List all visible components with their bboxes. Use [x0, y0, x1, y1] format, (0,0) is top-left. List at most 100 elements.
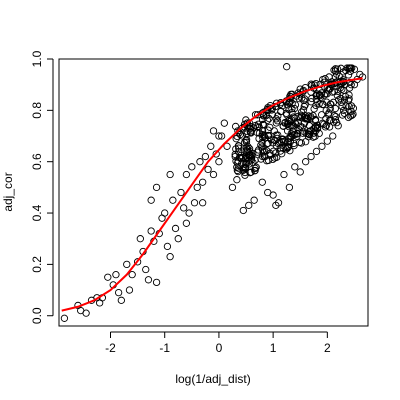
scatter-point — [288, 99, 296, 107]
y-tick-label: 0.2 — [30, 256, 44, 273]
scatter-point — [280, 170, 288, 179]
scatter-point — [144, 276, 153, 284]
scatter-point — [325, 123, 334, 131]
scatter-point — [274, 131, 282, 139]
x-tick-label: -2 — [105, 341, 116, 355]
x-axis: -2 -1 0 1 2 — [105, 331, 331, 355]
scatter-point — [293, 132, 301, 141]
scatter-point — [266, 123, 274, 132]
scatter-point — [238, 124, 246, 132]
scatter-point — [331, 116, 340, 124]
scatter-point — [335, 72, 343, 80]
scatter-point — [209, 127, 218, 135]
scatter-point — [234, 164, 242, 172]
scatter-point — [258, 138, 266, 147]
scatter-point — [252, 163, 260, 171]
scatter-point — [196, 158, 204, 166]
scatter-point — [312, 147, 321, 156]
scatter-point — [234, 167, 242, 176]
scatter-points — [60, 63, 367, 322]
scatter-point — [239, 206, 247, 215]
scatter-point — [274, 199, 283, 207]
scatter-point — [313, 124, 322, 133]
scatter-point — [341, 92, 350, 101]
scatter-point — [312, 101, 320, 110]
scatter-point — [310, 129, 318, 137]
scatter-point — [241, 160, 250, 168]
scatter-point — [166, 253, 174, 261]
scatter-point — [312, 91, 320, 99]
scatter-point — [323, 90, 331, 98]
scatter-point — [336, 84, 344, 92]
scatter-point — [296, 113, 304, 122]
scatter-point — [117, 296, 125, 304]
scatter-point — [152, 183, 161, 192]
scatter-point — [316, 92, 324, 100]
scatter-point — [171, 224, 180, 233]
scatter-point — [272, 115, 281, 123]
scatter-point — [182, 170, 191, 179]
scatter-point — [277, 107, 285, 116]
scatter-point — [340, 109, 349, 117]
y-axis: 0.0 0.2 0.4 0.6 0.8 1.0 — [30, 50, 54, 324]
scatter-point — [235, 144, 243, 152]
scatter-point — [269, 191, 277, 199]
scatter-point — [254, 146, 263, 154]
scatter-point — [128, 270, 136, 279]
scatter-point — [288, 108, 296, 117]
scatter-point — [177, 188, 185, 197]
scatter-point — [301, 95, 309, 103]
scatter-point — [319, 100, 327, 108]
scatter-point — [318, 142, 326, 150]
scatter-point — [231, 122, 240, 131]
y-axis-label: adj_cor — [1, 172, 15, 211]
scatter-point — [332, 70, 341, 78]
x-tick-label: 2 — [324, 341, 331, 355]
scatter-point — [345, 91, 353, 99]
scatter-point — [199, 199, 207, 207]
scatter-point — [60, 314, 69, 322]
scatter-point — [302, 158, 310, 166]
scatter-point — [182, 219, 191, 227]
scatter-point — [285, 183, 294, 192]
scatter-point — [322, 98, 331, 106]
scatter-point — [340, 96, 349, 104]
scatter-point — [307, 152, 315, 161]
y-tick-label: 0.8 — [30, 102, 44, 119]
scatter-point — [305, 128, 313, 136]
scatter-point — [193, 183, 201, 192]
scatter-point — [234, 157, 242, 165]
scatter-point — [349, 110, 357, 118]
scatter-point — [347, 102, 356, 110]
scatter-point — [147, 227, 155, 235]
scatter-point — [82, 309, 90, 317]
scatter-point — [266, 149, 274, 158]
scatter-point — [344, 71, 353, 79]
scatter-point — [228, 183, 237, 192]
scatter-point — [242, 135, 251, 144]
scatter-point — [169, 196, 177, 204]
scatter-point — [300, 119, 308, 128]
scatter-point — [142, 265, 150, 274]
scatter-point — [112, 270, 120, 279]
scatter-point — [243, 119, 252, 127]
scatter-point — [260, 121, 268, 129]
scatter-point — [262, 111, 270, 120]
scatter-point — [258, 178, 266, 186]
y-tick-label: 0.6 — [30, 153, 44, 170]
scatter-point — [311, 132, 319, 141]
y-tick-label: 1.0 — [30, 50, 44, 67]
scatter-point — [242, 136, 250, 145]
scatter-point — [123, 260, 131, 269]
scatter-point — [239, 166, 247, 175]
scatter-point — [345, 64, 353, 72]
scatter-point — [275, 138, 284, 146]
scatter-point — [315, 91, 324, 99]
scatter-point — [250, 196, 258, 204]
scatter-point — [338, 102, 346, 110]
scatter-point — [259, 148, 267, 156]
scatter-point — [247, 154, 256, 162]
scatter-point — [242, 144, 250, 152]
scatter-point — [209, 170, 218, 179]
